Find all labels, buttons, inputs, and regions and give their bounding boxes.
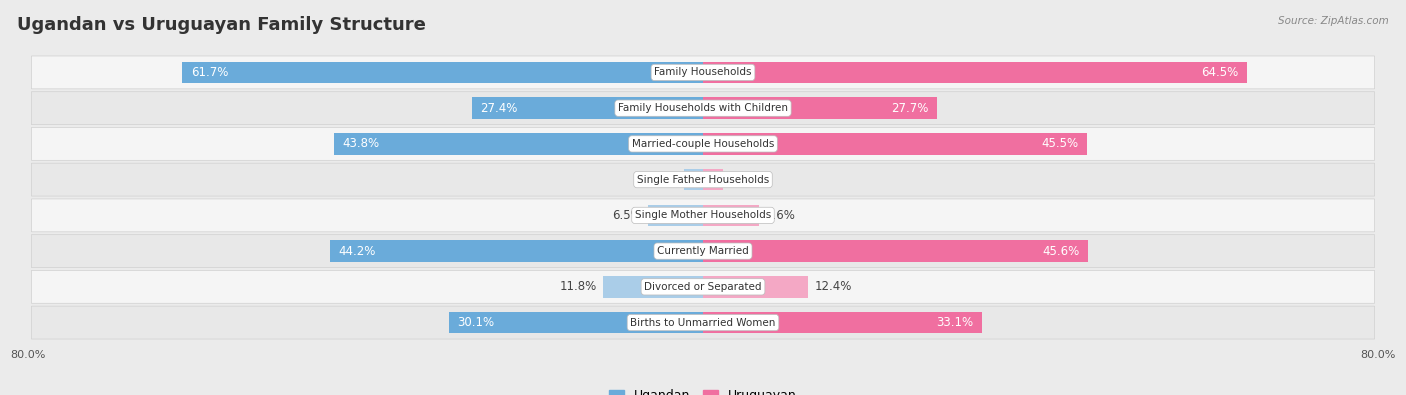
Text: 12.4%: 12.4% [814,280,852,293]
Legend: Ugandan, Uruguayan: Ugandan, Uruguayan [605,384,801,395]
FancyBboxPatch shape [31,56,1375,89]
Text: 27.7%: 27.7% [891,102,928,115]
Text: Single Father Households: Single Father Households [637,175,769,184]
Text: Married-couple Households: Married-couple Households [631,139,775,149]
Bar [648,205,703,226]
Text: 45.6%: 45.6% [1042,245,1080,258]
Text: 6.6%: 6.6% [765,209,796,222]
Text: Births to Unmarried Women: Births to Unmarried Women [630,318,776,327]
Text: 30.1%: 30.1% [457,316,495,329]
Text: Currently Married: Currently Married [657,246,749,256]
Text: 11.8%: 11.8% [560,280,596,293]
Bar [703,133,1087,154]
Text: 61.7%: 61.7% [191,66,228,79]
Text: Source: ZipAtlas.com: Source: ZipAtlas.com [1278,16,1389,26]
Bar [333,133,703,154]
Text: 64.5%: 64.5% [1202,66,1239,79]
FancyBboxPatch shape [31,271,1375,303]
Bar [703,62,1247,83]
Text: Divorced or Separated: Divorced or Separated [644,282,762,292]
Text: 27.4%: 27.4% [481,102,517,115]
Bar [703,241,1088,262]
Bar [703,312,983,333]
FancyBboxPatch shape [31,306,1375,339]
FancyBboxPatch shape [31,235,1375,267]
Text: 33.1%: 33.1% [936,316,974,329]
Text: Ugandan vs Uruguayan Family Structure: Ugandan vs Uruguayan Family Structure [17,16,426,34]
FancyBboxPatch shape [31,163,1375,196]
Bar [603,276,703,297]
Bar [703,276,807,297]
FancyBboxPatch shape [31,92,1375,124]
FancyBboxPatch shape [31,199,1375,232]
Text: Single Mother Households: Single Mother Households [636,211,770,220]
Bar [703,169,723,190]
Bar [472,98,703,119]
Bar [449,312,703,333]
Text: 2.3%: 2.3% [647,173,676,186]
Text: 44.2%: 44.2% [339,245,375,258]
Text: Family Households with Children: Family Households with Children [619,103,787,113]
Text: Family Households: Family Households [654,68,752,77]
FancyBboxPatch shape [31,128,1375,160]
Text: 43.8%: 43.8% [342,137,380,150]
Bar [703,205,759,226]
Bar [703,98,936,119]
Bar [683,169,703,190]
Text: 2.4%: 2.4% [730,173,759,186]
Bar [330,241,703,262]
Text: 6.5%: 6.5% [612,209,641,222]
Text: 45.5%: 45.5% [1042,137,1078,150]
Bar [183,62,703,83]
